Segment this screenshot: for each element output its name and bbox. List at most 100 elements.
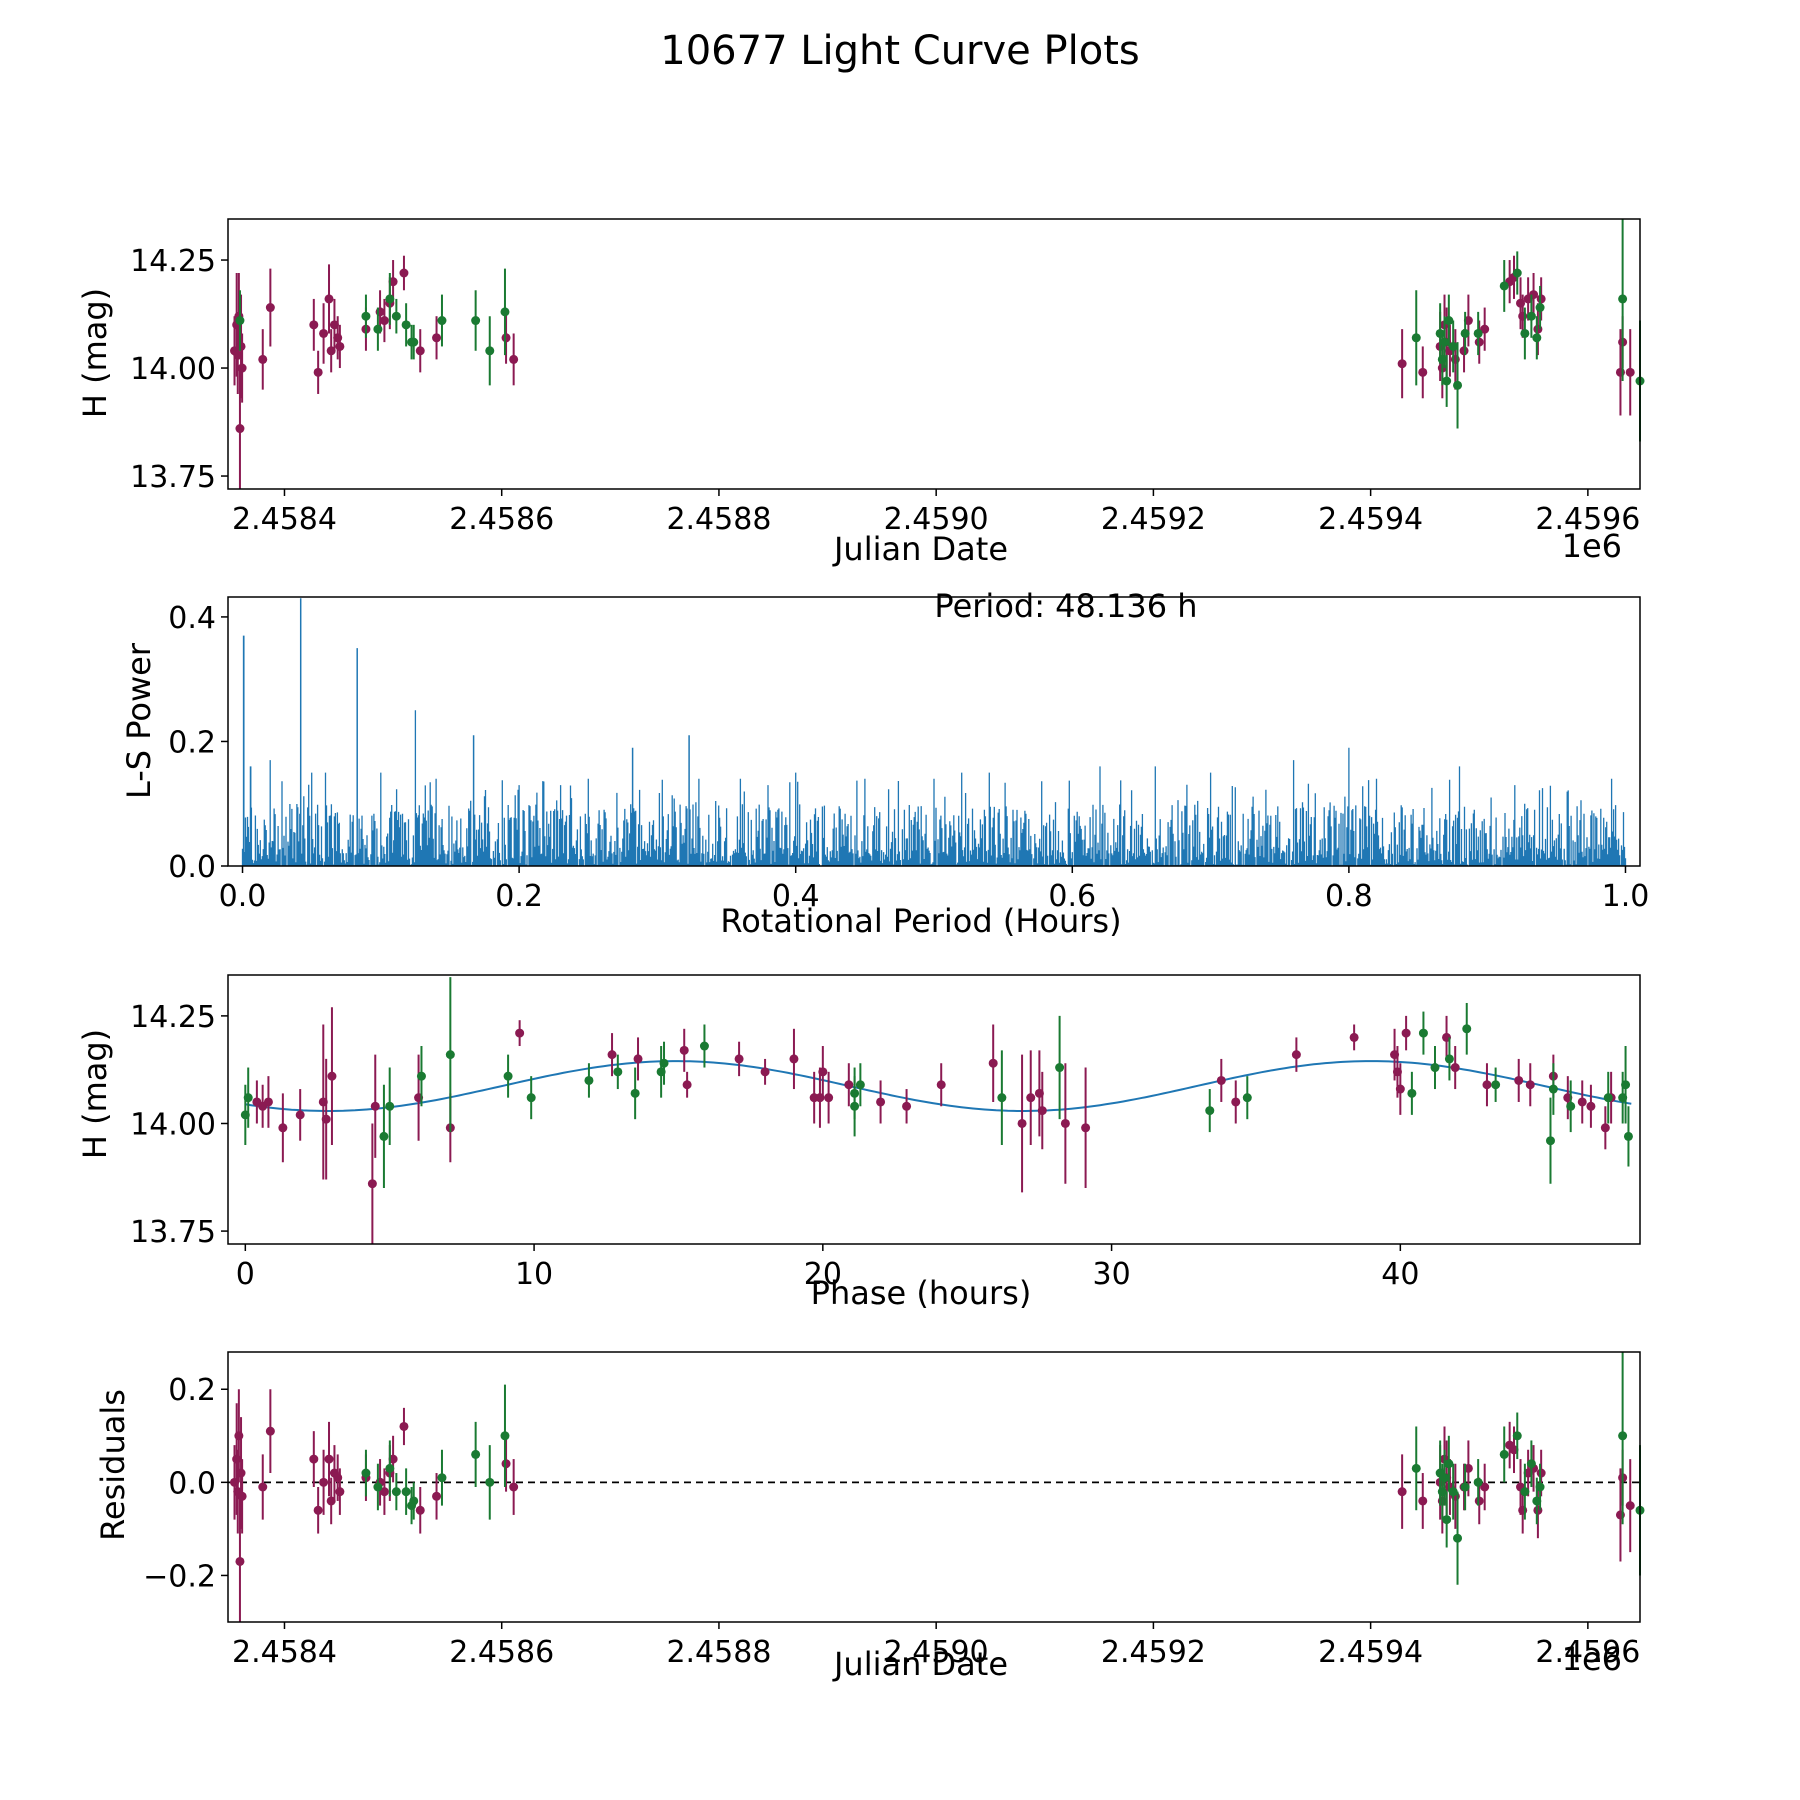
data-point [630,1088,640,1098]
data-point [1482,1080,1492,1090]
data-point [1480,324,1490,334]
x-tick-label: 2.4586 [449,502,554,537]
data-point [1411,1463,1421,1473]
data-point [1411,333,1421,343]
data-point [1536,1468,1546,1478]
data-point [699,1041,709,1051]
ls-annotation: Period: 48.136 h [934,587,1197,625]
x-tick-label: 2.4592 [1101,502,1206,537]
data-point [321,1114,331,1124]
data-point [1545,1136,1555,1146]
data-point [659,1058,669,1068]
data-point [1480,1482,1490,1492]
axes-frame [227,1351,1641,1623]
data-point [367,1179,377,1189]
data-point [1474,337,1484,347]
data-point [388,277,398,287]
data-point [471,1449,481,1459]
y-tick-label: 14.00 [130,1107,216,1142]
data-point [379,1131,389,1141]
y-tick-label: 0.2 [168,1373,216,1408]
y-tick-label: 14.00 [130,352,216,387]
data-point [824,1093,834,1103]
data-point [1291,1050,1301,1060]
data-point [258,1482,268,1492]
data-point [789,1054,799,1064]
data-point [1055,1063,1065,1073]
data-point [1623,1131,1633,1141]
data-point [243,1093,253,1103]
data-point [509,354,519,364]
data-point [1060,1118,1070,1128]
data-point [324,1454,334,1464]
y-tick-label: 0.0 [168,1466,216,1501]
data-point [1621,1080,1631,1090]
data-point [1442,1515,1452,1525]
data-point [1418,1496,1428,1506]
data-point [327,1071,337,1081]
x-tick-label: 2.4594 [1318,502,1423,537]
data-point [1242,1093,1252,1103]
x-tick-label: 2.4596 [1535,1635,1640,1670]
y-tick-label: 14.25 [130,1000,216,1035]
data-point [760,1067,770,1077]
data-point [235,424,245,434]
data-point [1499,281,1509,291]
data-point [1532,333,1542,343]
data-point [607,1050,617,1060]
data-point [509,1482,519,1492]
data-point [1491,1080,1501,1090]
axes-frame [227,596,1641,867]
data-point [309,1454,319,1464]
data-point [485,1477,495,1487]
data-point [313,367,323,377]
data-point [373,324,383,334]
data-point [1444,316,1454,326]
data-point [1231,1097,1241,1107]
x-tick-label: 2.4592 [1101,1635,1206,1670]
data-point [391,311,401,321]
y-tick-label: −0.2 [143,1559,216,1594]
data-point [295,1110,305,1120]
model-fit-line [245,1060,1632,1112]
data-point [237,1491,247,1501]
data-point [1216,1075,1226,1085]
data-point [1525,1080,1535,1090]
axes-frame [227,974,1641,1245]
data-point [391,1487,401,1497]
x-tick-label: 20 [804,1257,842,1292]
data-point [682,1080,692,1090]
data-point [415,346,425,356]
data-point [263,1097,273,1107]
data-point [1444,1459,1454,1469]
data-point [399,268,409,278]
data-point [388,1454,398,1464]
data-point [432,333,442,343]
data-point [1462,1024,1472,1034]
x-tick-label: 30 [1092,1257,1130,1292]
data-point [818,1067,828,1077]
data-point [1418,367,1428,377]
data-point [1473,328,1483,338]
data-point [437,316,447,326]
data-point [326,346,336,356]
data-point [385,1101,395,1111]
ls-xlabel: Rotational Period (Hours) [720,902,1121,940]
data-point [1509,1445,1519,1455]
data-point [329,320,339,330]
data-point [370,1101,380,1111]
data-point [1026,1093,1036,1103]
data-point [319,1477,329,1487]
resid-ylabel: Residuals [94,1389,132,1541]
data-point [235,1556,245,1566]
data-point [1535,303,1545,313]
data-point [236,1468,246,1478]
data-point [1439,1473,1449,1483]
data-point [1625,1501,1635,1511]
data-point [1512,268,1522,278]
data-point [361,1468,371,1478]
light-curve-panel: Julian Date H (mag) 1e6 2.4584 2.4586 2.45… [76,218,1645,568]
data-point [401,1487,411,1497]
data-point [335,341,345,351]
